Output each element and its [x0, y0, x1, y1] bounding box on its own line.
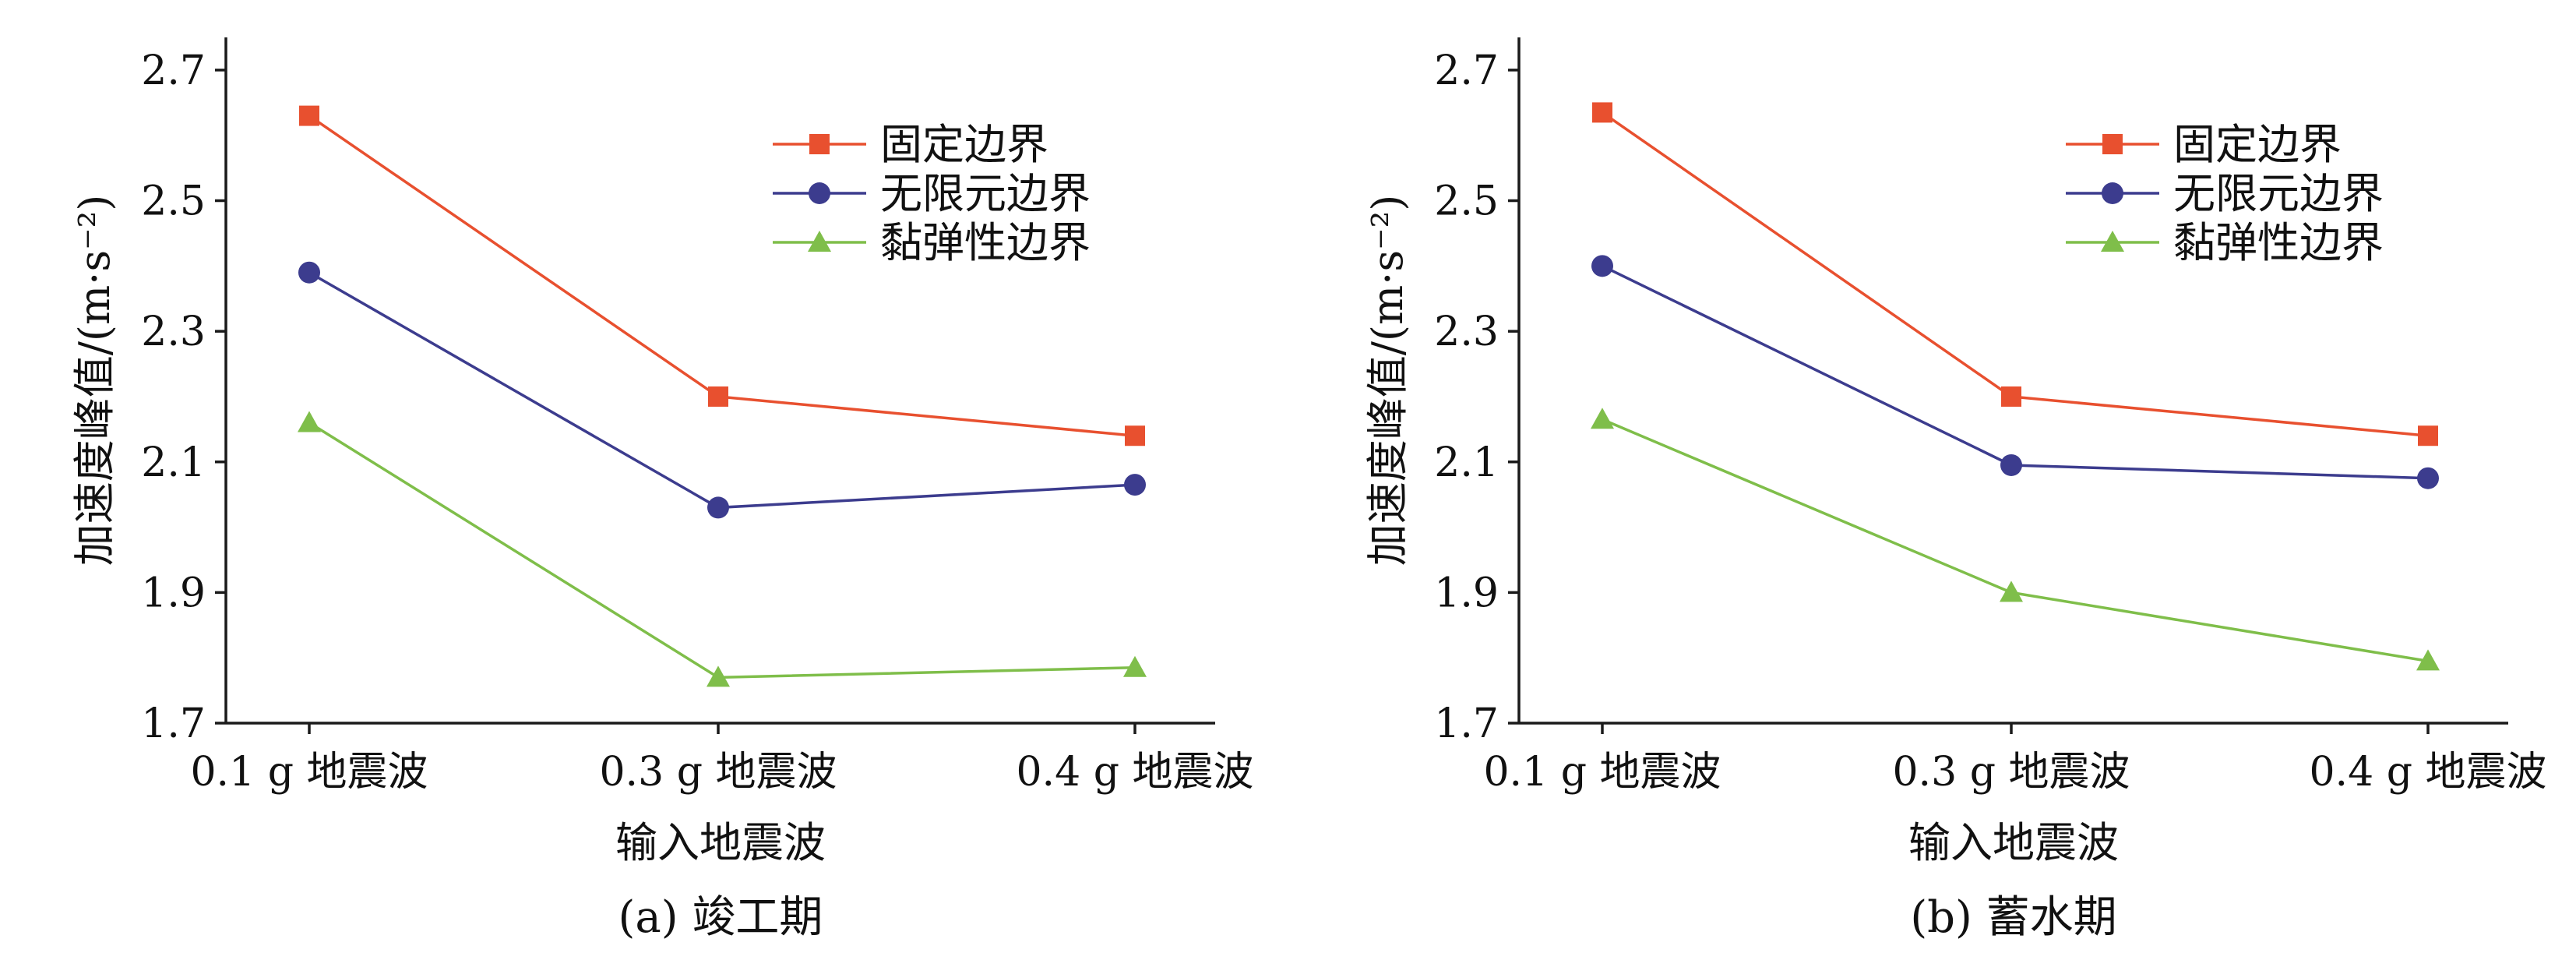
- legend-marker-2: [809, 182, 830, 204]
- legend-label-1: 固定边界: [2173, 120, 2342, 169]
- data-point-2-3: [2417, 467, 2439, 489]
- x-tick-label: 0.1 g 地震波: [190, 749, 428, 796]
- x-tick-label: 0.1 g 地震波: [1483, 749, 1721, 796]
- y-tick-label: 2.5: [1434, 178, 1499, 225]
- data-point-1-1: [1592, 102, 1612, 123]
- y-tick-label: 1.7: [1434, 701, 1499, 747]
- data-point-3-2: [2000, 581, 2023, 602]
- legend-marker-3: [808, 231, 831, 252]
- data-point-2-3: [1124, 474, 1146, 496]
- legend-label-2: 无限元边界: [880, 169, 1091, 218]
- figure-caption: (b) 蓄水期: [1910, 892, 2116, 943]
- legend-marker-3: [2101, 231, 2124, 252]
- data-point-1-3: [1125, 425, 1145, 446]
- legend-marker-1: [809, 134, 830, 154]
- data-point-1-3: [2418, 425, 2438, 446]
- y-axis-title: 加速度峰值/(m·s⁻²): [70, 195, 119, 566]
- data-point-3-3: [1123, 655, 1147, 677]
- y-tick-label: 2.1: [141, 439, 206, 486]
- series-line-3: [308, 421, 1136, 679]
- data-point-1-2: [708, 386, 728, 407]
- x-axis-title: 输入地震波: [1908, 818, 2119, 867]
- data-point-1-1: [299, 105, 319, 126]
- y-tick-label: 2.3: [141, 309, 206, 355]
- data-point-2-1: [1591, 255, 1613, 277]
- y-tick-label: 2.7: [141, 48, 206, 94]
- legend-marker-1: [2102, 134, 2123, 154]
- y-tick-label: 1.9: [1434, 570, 1499, 616]
- legend-label-1: 固定边界: [880, 120, 1048, 169]
- x-tick-label: 0.4 g 地震波: [2309, 749, 2546, 796]
- legend-marker-2: [2102, 182, 2123, 204]
- data-point-3-3: [2416, 649, 2440, 671]
- y-tick-label: 2.5: [141, 178, 206, 225]
- y-tick-label: 1.9: [141, 570, 206, 616]
- chart-panel-1: 1.7 1.9 2.1 2.3 2.5 2.7 0.1 g 地震波 0.3 g 地震波 0.4 …: [70, 37, 1254, 943]
- data-point-2-2: [707, 496, 729, 519]
- series-line-2: [1602, 264, 2429, 480]
- data-point-2-2: [2000, 454, 2022, 476]
- legend-label-2: 无限元边界: [2173, 169, 2384, 218]
- y-tick-label: 2.1: [1434, 439, 1499, 486]
- figure-caption: (a) 竣工期: [618, 892, 823, 943]
- data-point-3-1: [298, 411, 321, 432]
- y-tick-label: 2.7: [1434, 48, 1499, 94]
- x-tick-label: 0.4 g 地震波: [1016, 749, 1253, 796]
- legend-label-3: 黏弹性边界: [2173, 218, 2384, 267]
- x-tick-label: 0.3 g 地震波: [1892, 749, 2130, 796]
- y-tick-label: 2.3: [1434, 309, 1499, 355]
- data-point-3-2: [707, 665, 730, 687]
- legend-label-3: 黏弹性边界: [880, 218, 1091, 267]
- x-axis-title: 输入地震波: [615, 818, 826, 867]
- data-point-3-1: [1591, 408, 1614, 429]
- data-point-1-2: [2001, 386, 2021, 407]
- y-tick-label: 1.7: [141, 701, 206, 747]
- x-tick-label: 0.3 g 地震波: [599, 749, 837, 796]
- y-axis-title: 加速度峰值/(m·s⁻²): [1363, 195, 1412, 566]
- data-point-2-1: [298, 261, 320, 284]
- chart-panel-2: 1.7 1.9 2.1 2.3 2.5 2.7 0.1 g 地震波 0.3 g 地震波 0.4 …: [1363, 37, 2547, 943]
